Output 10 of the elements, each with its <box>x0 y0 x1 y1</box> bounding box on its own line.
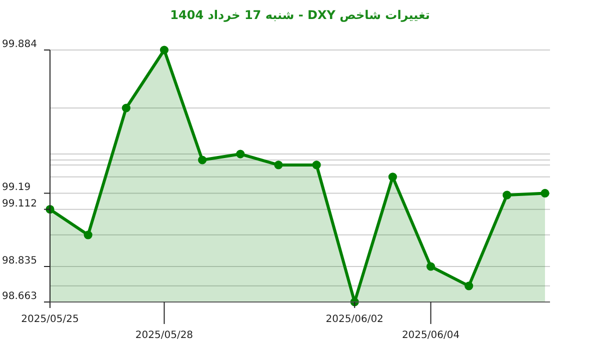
x-tick-label: 2025/05/25 <box>21 314 79 325</box>
x-tick-label: 2025/06/02 <box>326 314 384 325</box>
y-tick-label: 99.884 <box>2 39 37 50</box>
chart-title: تغییرات شاخص DXY - شنبه 17 خرداد 1404 <box>170 8 430 22</box>
y-tick-label: 98.663 <box>2 291 37 302</box>
y-tick-label: 99.19 <box>2 182 31 194</box>
x-tick-label: 2025/06/04 <box>402 330 460 341</box>
x-tick-label: 2025/05/28 <box>135 330 194 341</box>
y-tick-label: 99.112 <box>2 198 37 210</box>
y-tick-label: 98.835 <box>2 256 37 266</box>
